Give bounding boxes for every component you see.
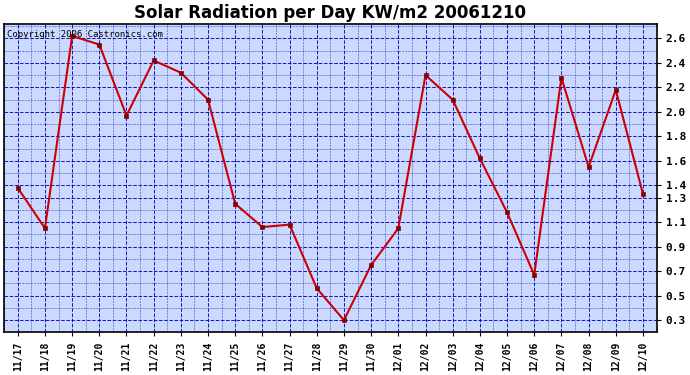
Text: Copyright 2006 Castronics.com: Copyright 2006 Castronics.com [8, 30, 164, 39]
Title: Solar Radiation per Day KW/m2 20061210: Solar Radiation per Day KW/m2 20061210 [135, 4, 526, 22]
